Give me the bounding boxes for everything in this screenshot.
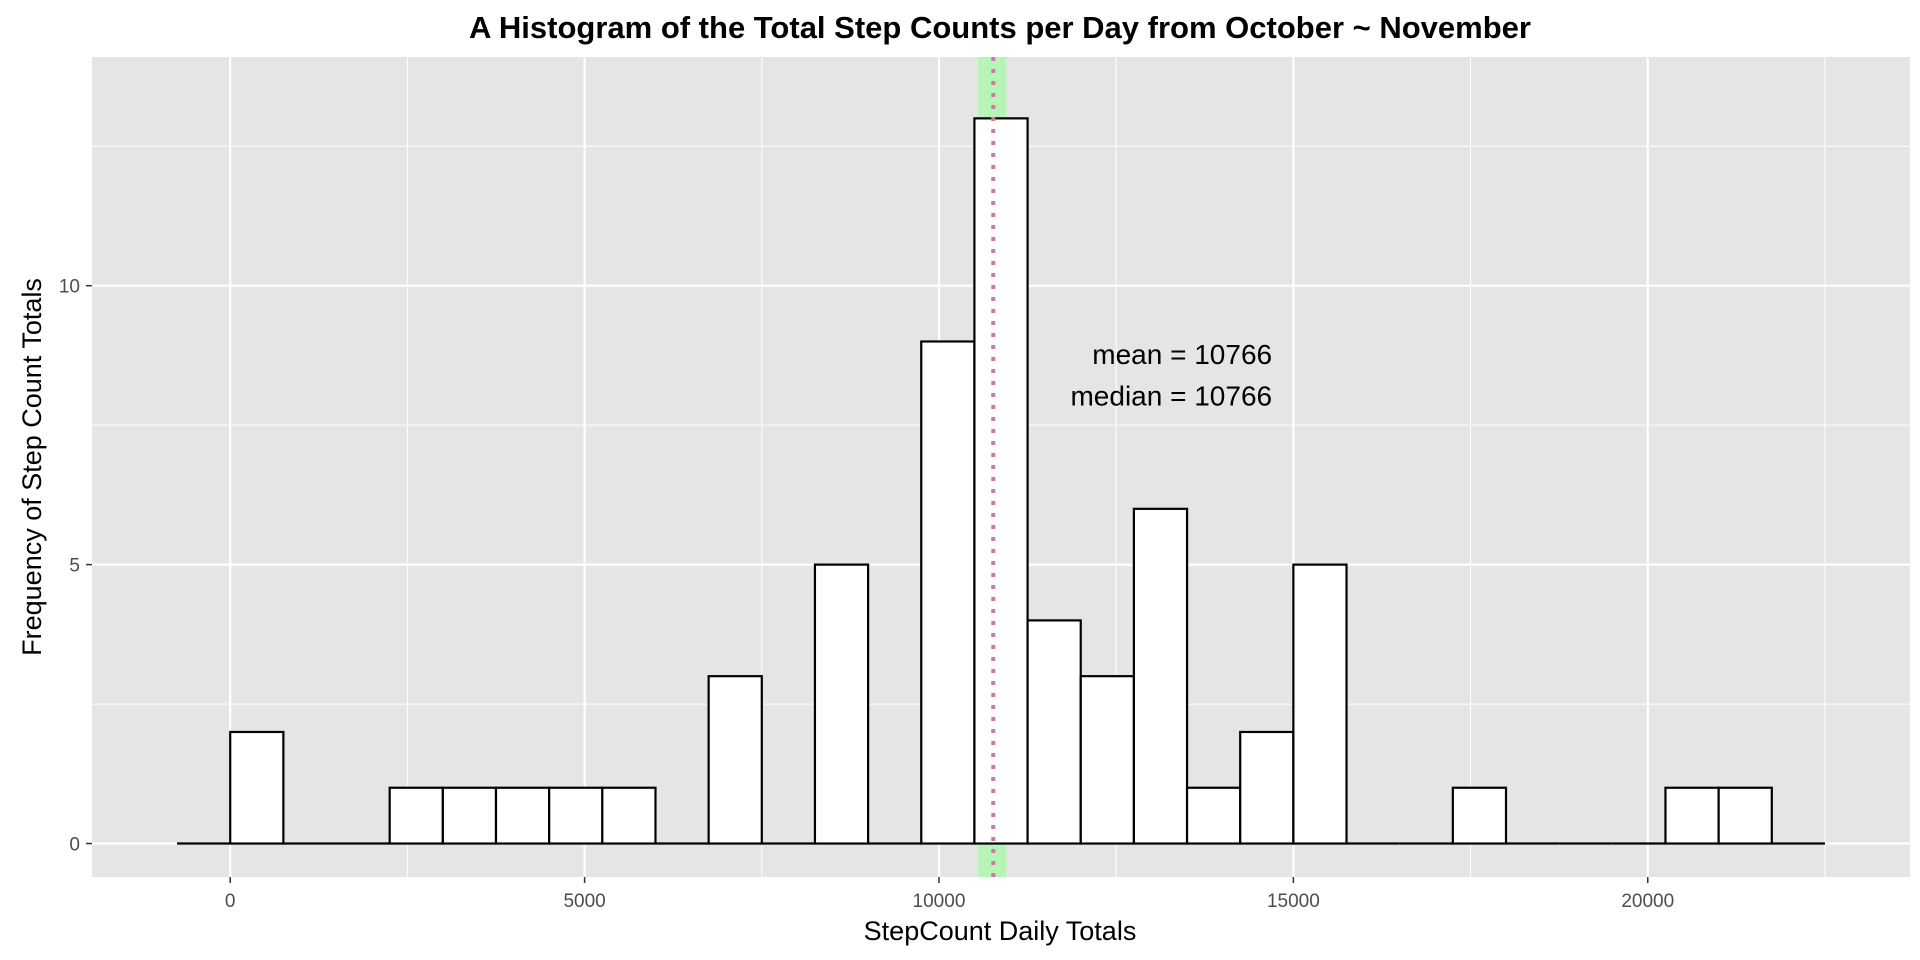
histogram-bar	[441, 786, 498, 845]
histogram-bar	[707, 675, 763, 845]
median-annotation: median = 10766	[1070, 381, 1272, 412]
y-tick-label: 0	[69, 835, 80, 856]
histogram-bar	[229, 730, 285, 845]
histogram-bar	[1185, 786, 1242, 845]
y-axis-ticks: 0 5 10	[59, 277, 92, 856]
histogram-bar	[1717, 786, 1773, 845]
histogram-bar	[813, 563, 870, 845]
histogram-bar	[1132, 507, 1189, 845]
histogram-bar	[1239, 730, 1295, 845]
histogram-bar	[601, 786, 657, 845]
histogram-bar	[1026, 619, 1082, 845]
chart-title: A Histogram of the Total Step Counts per…	[469, 10, 1531, 45]
x-axis-title: StepCount Daily Totals	[864, 916, 1137, 946]
histogram-bar	[920, 340, 976, 845]
x-tick-label: 20000	[1621, 891, 1674, 912]
x-tick-label: 0	[225, 891, 236, 912]
histogram-bar	[1451, 786, 1508, 845]
x-tick-label: 10000	[913, 891, 966, 912]
histogram-bar	[1079, 675, 1135, 845]
histogram-bars	[177, 117, 1825, 845]
histogram-bar	[973, 117, 1029, 845]
y-axis-title: Frequency of Step Count Totals	[17, 278, 47, 656]
histogram-bar	[548, 786, 604, 845]
y-tick-label: 5	[69, 556, 80, 577]
histogram-bar	[494, 786, 551, 845]
x-tick-label: 5000	[563, 891, 605, 912]
mean-annotation: mean = 10766	[1092, 339, 1272, 370]
histogram-bar	[1292, 563, 1348, 845]
x-tick-label: 15000	[1267, 891, 1320, 912]
histogram-bar	[1664, 786, 1720, 845]
histogram-bar	[388, 786, 444, 845]
y-tick-label: 10	[59, 277, 80, 298]
x-axis-ticks: 0 5000 10000 15000 20000	[225, 877, 1674, 912]
